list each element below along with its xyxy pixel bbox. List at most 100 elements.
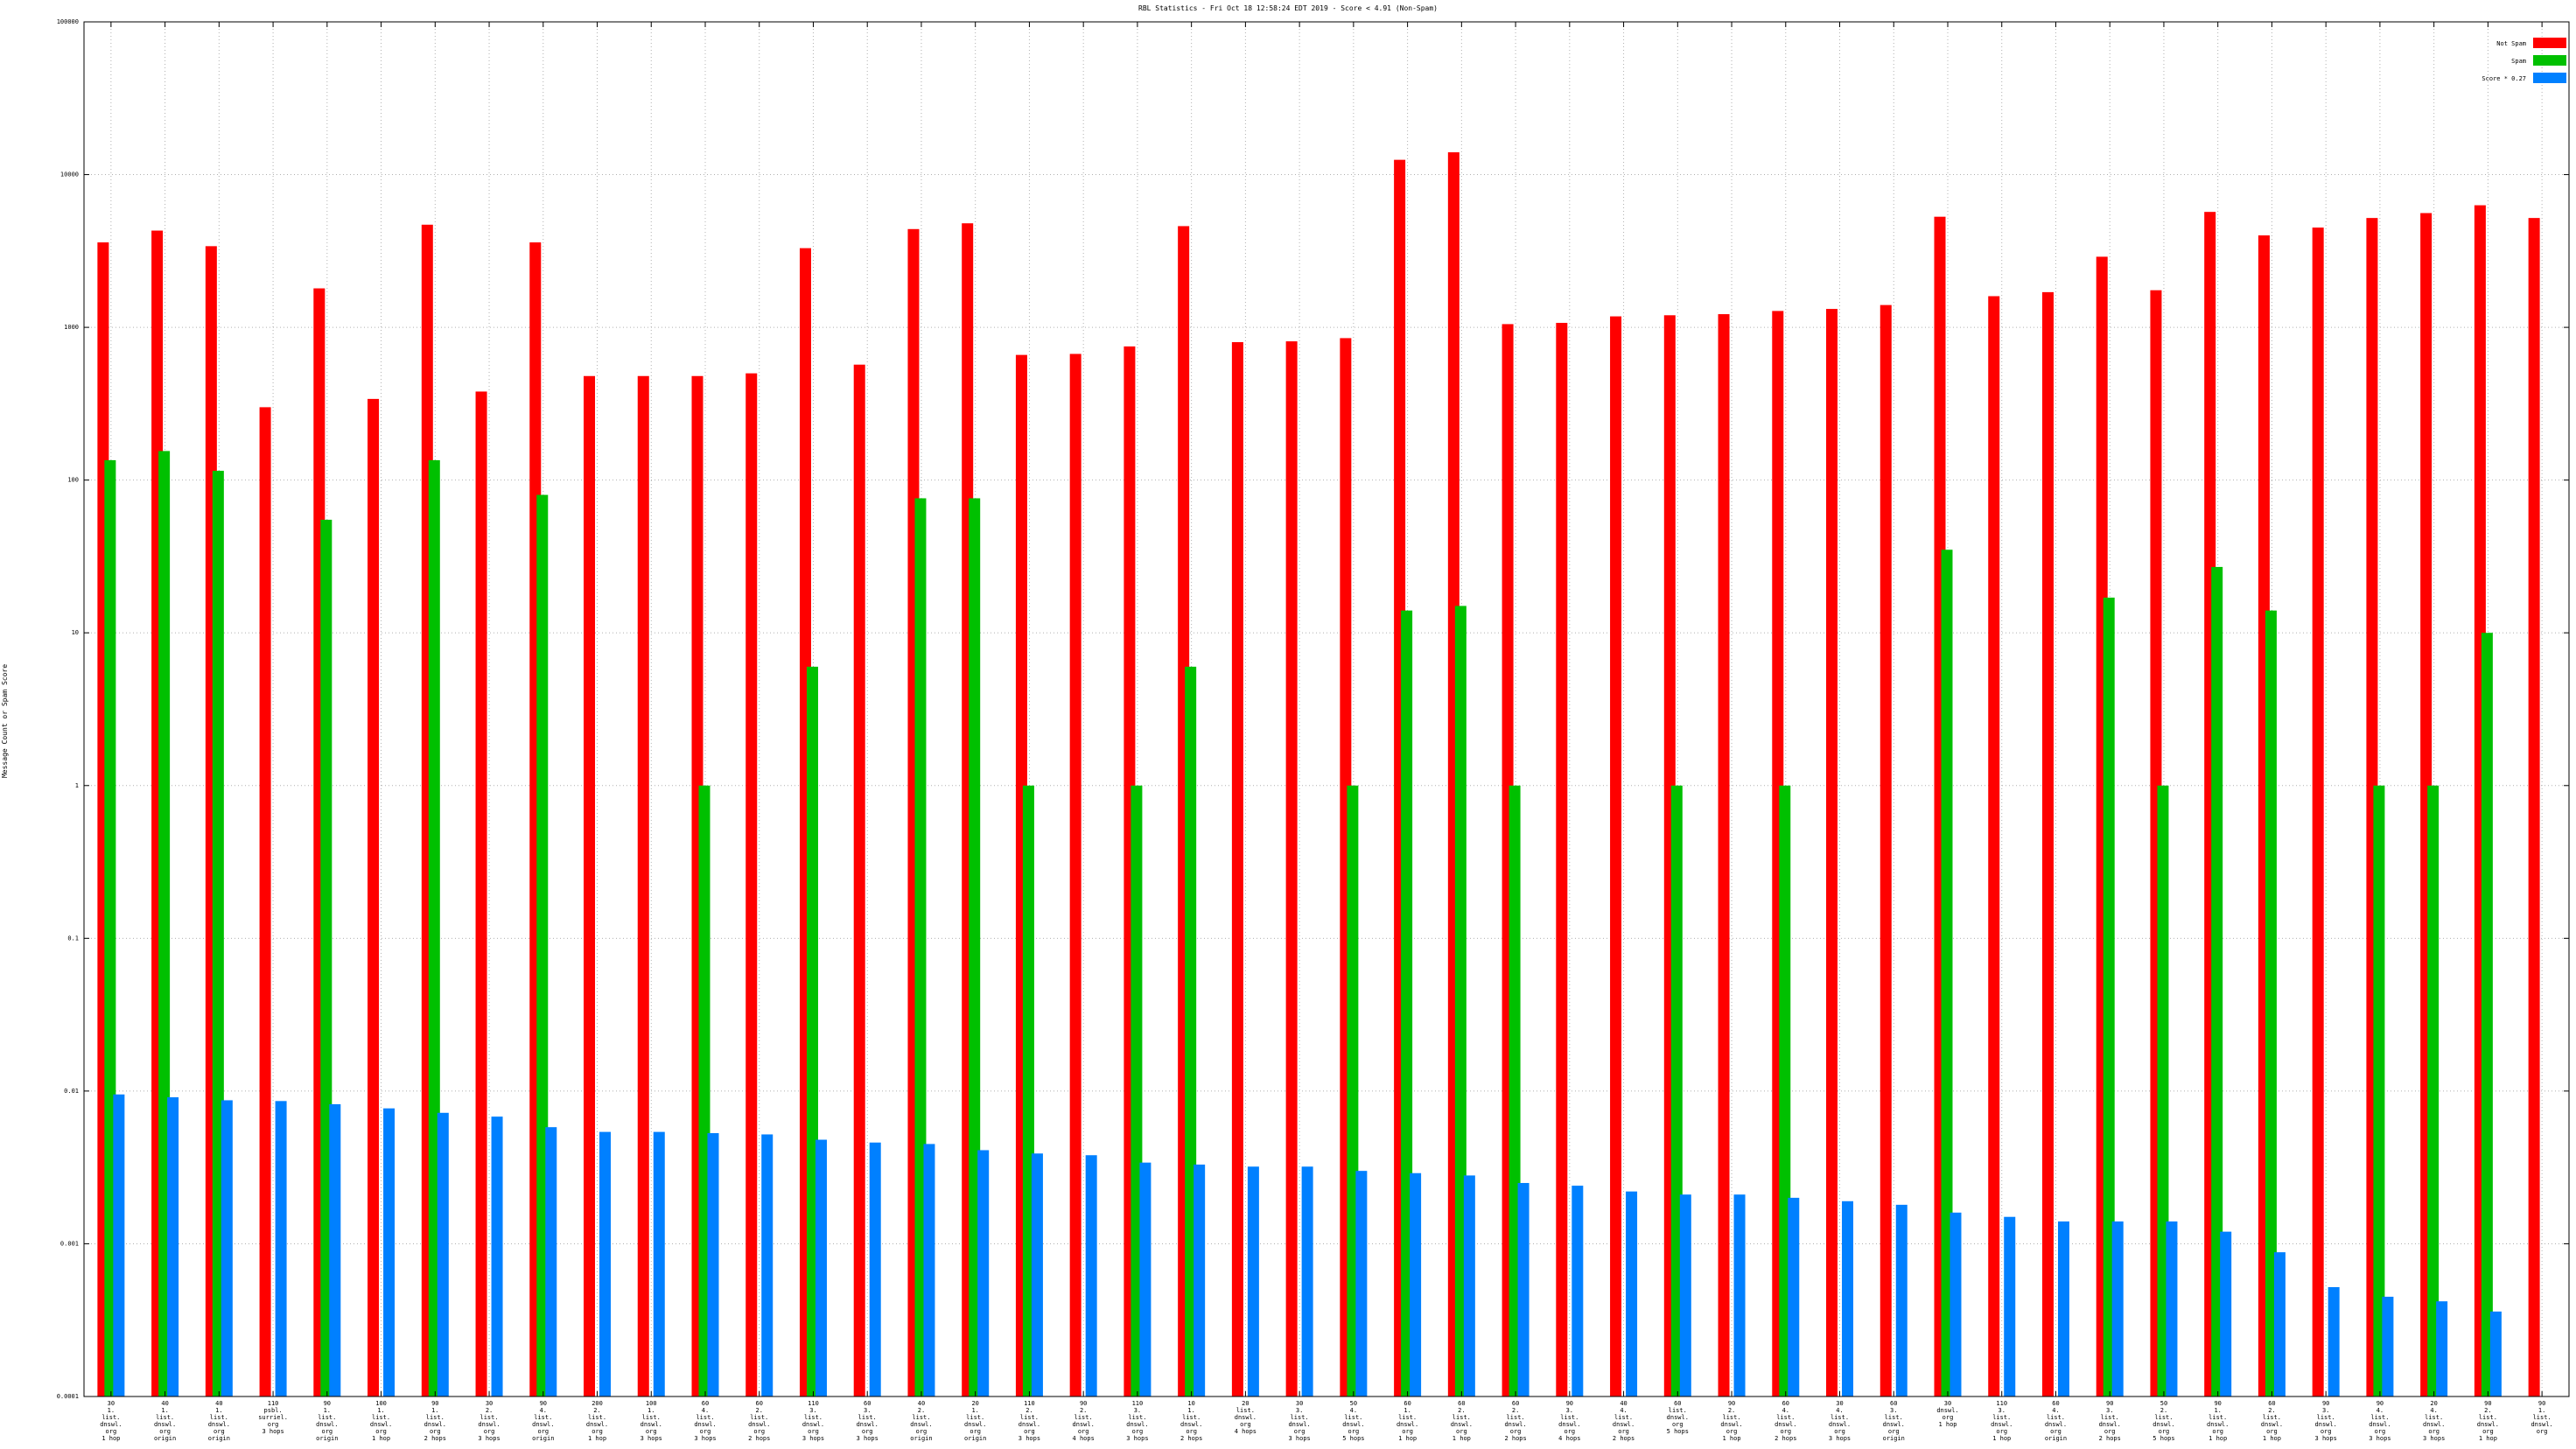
bar-spam: [698, 785, 710, 1396]
x-tick-label: 90 1. list. dnswl. org 1 hop: [2207, 1400, 2229, 1442]
bar-spam: [1508, 785, 1521, 1396]
bar-not-spam: [259, 407, 271, 1396]
bar-spam: [2264, 610, 2277, 1396]
x-tick-label: 60 2. list. dnswl. org 1 hop: [2261, 1400, 2283, 1442]
legend: Not Spam Spam Score * 0.27: [2482, 38, 2566, 83]
bar-spam: [104, 459, 116, 1396]
bar-spam: [914, 498, 927, 1396]
x-tick-label: 30 4. list. dnswl. org 3 hops: [1829, 1400, 1851, 1442]
bar-score-0-27: [923, 1144, 935, 1396]
x-tick-label: 40 2. list. dnswl. org origin: [910, 1400, 932, 1442]
bar-score-0-27: [2489, 1311, 2502, 1396]
legend-label: Spam: [2511, 58, 2526, 65]
x-tick-label: 100 1. list. dnswl. org 3 hops: [640, 1400, 662, 1442]
bar-not-spam: [1826, 309, 1838, 1397]
x-tick-label: 20 1. list. dnswl. org origin: [964, 1400, 986, 1442]
x-tick-label: 90 2. list. dnswl. org 1 hop: [2477, 1400, 2499, 1442]
x-tick-label: 110 3. list. dnswl. org 3 hops: [1126, 1400, 1148, 1442]
x-axis-ticks: 30 1. list. dnswl. org 1 hop 40 1. list. dnswl. or…: [100, 22, 2553, 1442]
bar-spam: [212, 471, 224, 1396]
bar-score-0-27: [2004, 1216, 2016, 1396]
bar-not-spam: [1556, 322, 1568, 1397]
bar-spam: [536, 494, 549, 1397]
bar-spam: [1347, 785, 1359, 1396]
bar-score-0-27: [167, 1097, 179, 1396]
bar-score-0-27: [2273, 1252, 2286, 1396]
bar-not-spam: [475, 391, 487, 1397]
x-tick-label: 40 1. list. dnswl. org origin: [154, 1400, 176, 1442]
chart-title: RBL Statistics - Fri Oct 18 12:58:24 EDT…: [1138, 4, 1438, 12]
bar-score-0-27: [1194, 1164, 1206, 1396]
bar-score-0-27: [545, 1127, 557, 1396]
bar-score-0-27: [1950, 1212, 1962, 1396]
x-tick-label: 90 3. list. dnswl. org 2 hops: [2099, 1400, 2121, 1442]
bar-score-0-27: [977, 1150, 990, 1396]
bar-spam: [1130, 785, 1143, 1396]
bar-score-0-27: [1572, 1186, 1584, 1396]
bar-spam: [1022, 785, 1034, 1396]
bar-score-0-27: [1788, 1197, 1800, 1396]
bar-not-spam: [637, 375, 649, 1397]
x-tick-label: 60 list. dnswl. org 5 hops: [1667, 1400, 1689, 1435]
bar-spam: [1670, 785, 1683, 1396]
x-tick-label: 90 2. list. dnswl. org 4 hops: [1073, 1400, 1095, 1442]
legend-swatch: [2533, 38, 2566, 48]
bar-spam: [2481, 633, 2493, 1396]
bar-spam: [806, 666, 818, 1396]
x-tick-label: 50 4. list. dnswl. org 5 hops: [1342, 1400, 1364, 1442]
bar-score-0-27: [2111, 1221, 2124, 1396]
x-tick-label: 110 3. list. dnswl. org 3 hops: [802, 1400, 824, 1442]
y-axis-label: Message Count or Spam Score: [1, 664, 9, 778]
legend-swatch: [2533, 55, 2566, 66]
bar-score-0-27: [1139, 1162, 1152, 1396]
x-tick-label: 60 4. list. dnswl. org 2 hops: [1774, 1400, 1796, 1442]
bar-not-spam: [1069, 354, 1082, 1397]
bar-score-0-27: [2328, 1287, 2340, 1396]
x-tick-label: 90 3. list. dnswl. org 3 hops: [2315, 1400, 2337, 1442]
bar-not-spam: [368, 398, 380, 1397]
legend-swatch: [2533, 73, 2566, 83]
bar-spam: [2373, 785, 2385, 1396]
bar-spam: [428, 459, 440, 1396]
x-tick-label: 90 4. list. dnswl. org 3 hops: [2369, 1400, 2390, 1442]
x-tick-label: 60 1. list. dnswl. org 1 hop: [1396, 1400, 1418, 1442]
bars: [97, 152, 2540, 1397]
x-tick-label: 110 3. list. dnswl. org 1 hop: [1991, 1400, 2012, 1442]
x-tick-label: 90 1. list. dnswl. org origin: [316, 1400, 338, 1442]
bar-score-0-27: [2166, 1221, 2178, 1396]
bar-spam: [2211, 566, 2223, 1396]
gridlines: [84, 22, 2569, 1396]
legend-label: Not Spam: [2496, 40, 2526, 47]
legend-label: Score * 0.27: [2482, 75, 2526, 82]
bar-not-spam: [584, 375, 596, 1397]
y-tick-label: 0.1: [67, 934, 79, 942]
bar-spam: [1401, 610, 1413, 1396]
bar-score-0-27: [1626, 1191, 1638, 1396]
x-tick-label: 40 1. list. dnswl. org origin: [208, 1400, 230, 1442]
x-tick-label: 30 dnswl. org 1 hop: [1936, 1400, 1958, 1428]
bar-not-spam: [746, 373, 758, 1396]
bar-score-0-27: [869, 1142, 881, 1396]
y-tick-label: 1000: [64, 324, 79, 331]
bar-not-spam: [1610, 316, 1622, 1396]
bar-score-0-27: [1031, 1153, 1043, 1396]
x-tick-label: 60 2. list. dnswl. org 1 hop: [1451, 1400, 1473, 1442]
bar-spam: [1779, 785, 1791, 1396]
y-tick-label: 100000: [57, 18, 79, 25]
x-tick-label: 60 3. list. dnswl. org origin: [1883, 1400, 1905, 1442]
bar-not-spam: [2312, 228, 2324, 1396]
bar-score-0-27: [2382, 1296, 2394, 1396]
bar-not-spam: [1988, 296, 2000, 1396]
bar-spam: [158, 451, 171, 1396]
bar-score-0-27: [2220, 1231, 2232, 1396]
x-tick-label: 30 2. list. dnswl. org 3 hops: [478, 1400, 500, 1442]
bar-score-0-27: [815, 1139, 827, 1396]
x-tick-label: 90 4. list. dnswl. org origin: [532, 1400, 554, 1442]
bar-spam: [320, 519, 332, 1396]
bar-score-0-27: [761, 1134, 774, 1396]
bar-score-0-27: [1085, 1155, 1097, 1396]
bar-score-0-27: [383, 1108, 396, 1396]
x-tick-label: 90 2. list. dnswl. org 1 hop: [1720, 1400, 1742, 1442]
x-tick-label: 20 list. dnswl. org 4 hops: [1235, 1400, 1256, 1435]
